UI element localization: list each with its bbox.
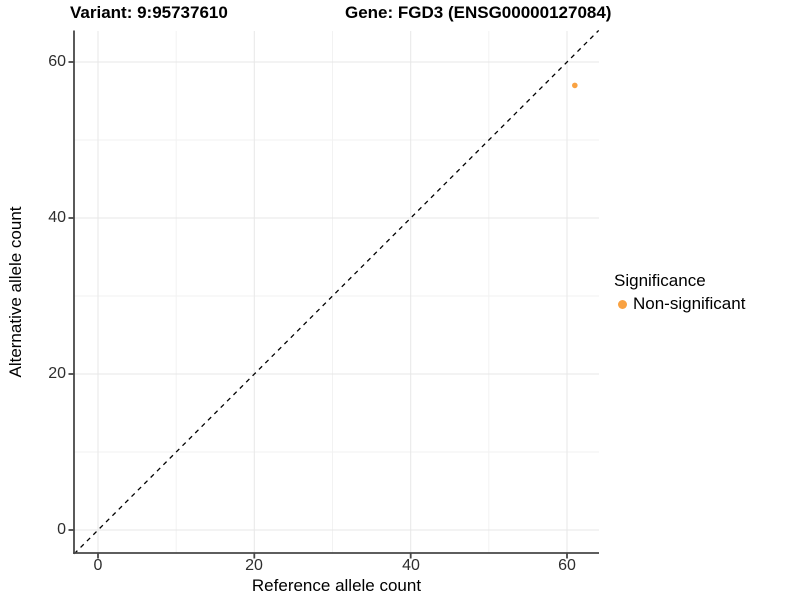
y-tick-label-0: 0 [57, 521, 66, 538]
y-tick-label-40: 40 [48, 209, 66, 226]
legend-title: Significance [614, 271, 706, 290]
x-tick-label-20: 20 [245, 557, 263, 574]
variant-title: Variant: 9:95737610 [70, 3, 228, 22]
gene-title: Gene: FGD3 (ENSG00000127084) [345, 3, 612, 22]
y-axis-title: Alternative allele count [6, 206, 25, 378]
non-significant-point-icon [618, 299, 627, 309]
x-tick-label-0: 0 [93, 557, 103, 574]
y-tick-label-20: 20 [48, 365, 66, 382]
data-point [572, 82, 578, 89]
x-tick-label-40: 40 [402, 557, 420, 574]
legend: Significance Non-significant [614, 271, 745, 314]
axis-lines [73, 30, 599, 554]
major-gridlines [74, 31, 599, 553]
identity-line [73, 29, 600, 555]
y-tick-label-60: 60 [48, 53, 66, 70]
axis-ticks [68, 61, 568, 559]
minor-gridlines [74, 31, 599, 553]
legend-item-non-significant: Non-significant [614, 294, 745, 314]
legend-item-label: Non-significant [633, 294, 746, 313]
data-points-layer [572, 82, 578, 89]
x-axis-title: Reference allele count [251, 576, 422, 595]
x-tick-label-60: 60 [558, 557, 576, 574]
